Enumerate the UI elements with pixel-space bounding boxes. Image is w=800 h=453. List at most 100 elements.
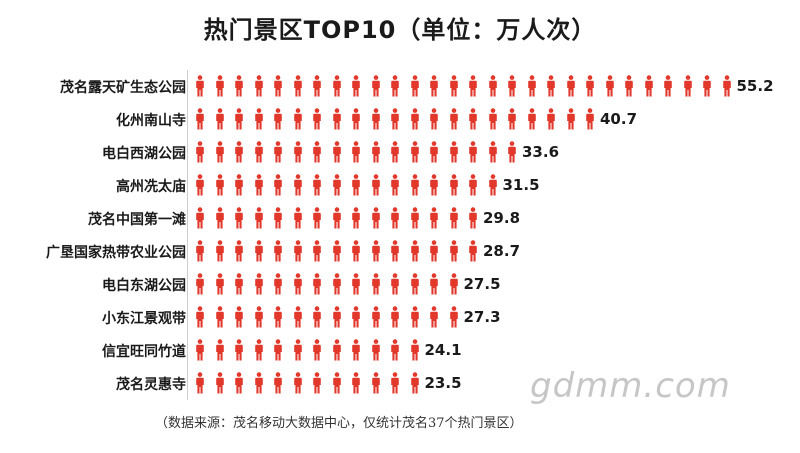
person-icon: [449, 240, 458, 262]
value-label: 40.7: [600, 110, 638, 128]
person-icon: [332, 75, 341, 97]
person-icon: [430, 306, 438, 328]
pictogram-bar: [196, 240, 756, 264]
person-icon: [625, 75, 633, 97]
person-icon: [274, 240, 282, 262]
category-label: 化州南山寺: [116, 113, 186, 129]
person-icon: [352, 108, 360, 130]
person-icon: [371, 372, 380, 394]
person-icon: [391, 339, 399, 361]
person-icon: [722, 75, 731, 97]
person-icon: [391, 372, 399, 394]
person-icon: [469, 141, 477, 163]
person-icon: [235, 75, 243, 97]
category-label: 广垦国家热带农业公园: [46, 245, 186, 261]
person-icon: [215, 339, 224, 361]
category-label: 电白东湖公园: [102, 278, 186, 294]
person-icon: [332, 108, 341, 130]
person-icon: [644, 75, 653, 97]
person-icon: [488, 108, 497, 130]
person-icon: [371, 174, 380, 196]
person-icon: [313, 240, 321, 262]
person-icon: [430, 240, 438, 262]
person-icon: [449, 108, 458, 130]
person-icon: [313, 174, 321, 196]
person-icon: [410, 108, 419, 130]
person-icon: [391, 108, 399, 130]
person-icon: [410, 306, 419, 328]
person-icon: [235, 108, 243, 130]
person-icon: [293, 207, 302, 229]
person-icon: [215, 306, 224, 328]
person-icon: [332, 141, 341, 163]
person-icon: [293, 372, 302, 394]
person-icon: [215, 273, 224, 295]
person-icon: [196, 207, 204, 229]
person-icon: [254, 372, 263, 394]
person-icon: [449, 75, 458, 97]
person-icon: [293, 273, 302, 295]
person-icon: [293, 75, 302, 97]
person-icon: [235, 240, 243, 262]
person-icon: [313, 372, 321, 394]
person-icon: [313, 75, 321, 97]
watermark: gdmm.com: [530, 366, 731, 406]
person-icon: [352, 273, 360, 295]
person-icon: [274, 273, 282, 295]
person-icon: [391, 141, 399, 163]
person-icon: [605, 75, 614, 97]
person-icon: [215, 240, 224, 262]
person-icon: [430, 108, 438, 130]
person-icon: [313, 108, 321, 130]
person-icon: [586, 75, 594, 97]
pictogram-bar: [196, 273, 756, 297]
person-icon: [469, 108, 477, 130]
person-icon: [254, 240, 263, 262]
person-icon: [293, 108, 302, 130]
person-icon: [371, 207, 380, 229]
person-icon: [566, 75, 575, 97]
person-icon: [703, 75, 711, 97]
person-icon: [449, 306, 458, 328]
person-icon: [274, 207, 282, 229]
person-icon: [391, 273, 399, 295]
person-icon: [215, 174, 224, 196]
person-icon: [274, 339, 282, 361]
person-icon: [410, 174, 419, 196]
person-icon: [215, 75, 224, 97]
category-label: 高州冼太庙: [116, 179, 186, 195]
person-icon: [352, 372, 360, 394]
person-icon: [352, 306, 360, 328]
person-icon: [430, 75, 438, 97]
person-icon: [254, 339, 263, 361]
person-icon: [430, 207, 438, 229]
person-icon: [449, 207, 458, 229]
person-icon: [332, 306, 341, 328]
pictogram-bar: [196, 339, 756, 363]
chart-row: 茂名中国第一滩 29.8: [0, 204, 800, 234]
person-icon: [449, 174, 458, 196]
person-icon: [332, 207, 341, 229]
person-icon: [196, 339, 204, 361]
person-icon: [254, 141, 263, 163]
person-icon: [254, 75, 263, 97]
data-source-note: （数据来源：茂名移动大数据中心，仅统计茂名37个热门景区）: [155, 416, 523, 431]
person-icon: [332, 240, 341, 262]
person-icon: [274, 174, 282, 196]
value-label: 23.5: [424, 374, 462, 392]
person-icon: [332, 372, 341, 394]
person-icon: [352, 207, 360, 229]
person-icon: [196, 240, 204, 262]
person-icon: [196, 108, 204, 130]
person-icon: [196, 75, 204, 97]
person-icon: [371, 306, 380, 328]
person-icon: [235, 306, 243, 328]
person-icon: [586, 108, 594, 130]
category-label: 茂名中国第一滩: [88, 212, 186, 228]
person-icon: [274, 75, 282, 97]
person-icon: [196, 141, 204, 163]
person-icon: [527, 75, 536, 97]
person-icon: [215, 372, 224, 394]
pictogram-bar: [196, 207, 756, 231]
chart-row: 广垦国家热带农业公园 28.7: [0, 237, 800, 267]
